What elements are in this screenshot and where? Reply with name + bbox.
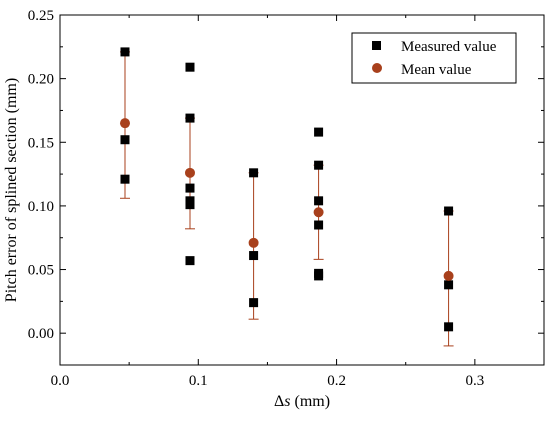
measured-point [185, 200, 195, 210]
measured-point [314, 220, 324, 230]
measured-point [249, 168, 259, 178]
y-tick-label: 0.25 [28, 8, 54, 24]
mean-points [119, 118, 454, 281]
y-tick-label: 0.10 [28, 199, 54, 215]
mean-point [313, 207, 324, 218]
measured-point [120, 174, 130, 184]
mean-point [443, 270, 454, 281]
mean-point [184, 167, 195, 178]
measured-point [185, 62, 195, 72]
x-axis-label: Δs (mm) [274, 393, 330, 410]
measured-point [314, 160, 324, 170]
legend-label-measured: Measured value [401, 39, 497, 55]
y-tick-label: 0.05 [28, 263, 54, 279]
mean-point [248, 237, 259, 248]
legend-label-mean: Mean value [401, 62, 472, 78]
measured-point [444, 280, 454, 290]
x-axis-ticks: 0.0 0.1 0.2 0.3 [51, 15, 484, 389]
legend-square-marker [372, 41, 381, 50]
x-tick-label: 0.0 [51, 373, 70, 389]
measured-point [314, 127, 324, 137]
measured-point [120, 135, 130, 145]
measured-point [444, 206, 454, 216]
measured-point [185, 113, 195, 123]
measured-point [444, 322, 454, 332]
legend: Measured value Mean value [351, 32, 517, 84]
measured-point [249, 298, 259, 308]
x-tick-label: 0.2 [327, 373, 346, 389]
measured-point [249, 251, 259, 261]
measured-point [185, 256, 195, 266]
plot-frame [59, 14, 545, 366]
mean-point [119, 118, 130, 129]
y-axis-label: Pitch error of splined section (mm) [3, 78, 20, 302]
measured-point [314, 196, 324, 206]
y-tick-label: 0.00 [28, 326, 54, 342]
x-tick-label: 0.3 [465, 373, 484, 389]
y-tick-label: 0.20 [28, 72, 54, 88]
y-tick-label: 0.15 [28, 135, 54, 151]
measured-point [314, 271, 324, 281]
y-axis-ticks: 0.00 0.05 0.10 0.15 0.20 0.25 [28, 8, 544, 366]
measured-point [120, 47, 130, 57]
measured-points [120, 47, 454, 332]
measured-point [185, 183, 195, 193]
error-bars [119, 51, 454, 347]
x-tick-label: 0.1 [189, 373, 208, 389]
legend-circle-marker [372, 63, 382, 73]
